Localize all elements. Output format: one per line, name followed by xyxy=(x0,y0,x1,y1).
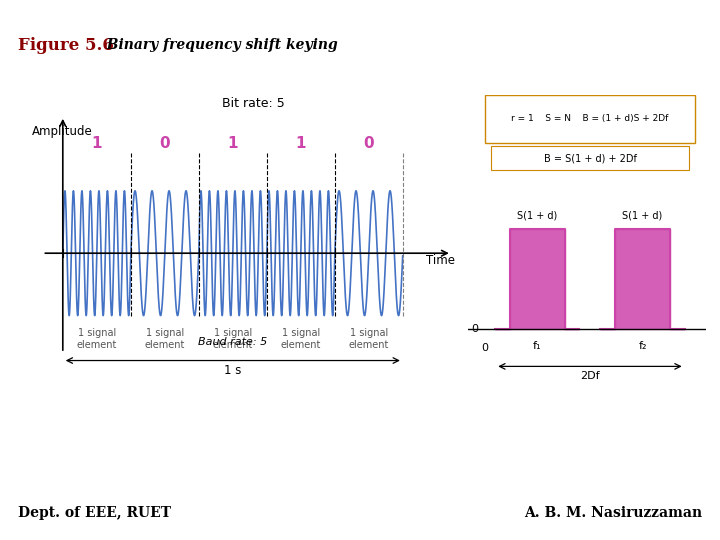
Text: S(1 + d): S(1 + d) xyxy=(622,211,662,220)
Text: S(1 + d): S(1 + d) xyxy=(517,211,557,220)
Text: 1 signal
element: 1 signal element xyxy=(281,328,321,350)
Text: 0: 0 xyxy=(160,137,170,152)
Text: 0: 0 xyxy=(482,343,488,354)
Text: 1: 1 xyxy=(228,137,238,152)
Polygon shape xyxy=(600,229,685,329)
Text: B = S(1 + d) + 2Df: B = S(1 + d) + 2Df xyxy=(544,153,636,163)
Text: 1 signal
element: 1 signal element xyxy=(76,328,117,350)
Text: 1 signal
element: 1 signal element xyxy=(348,328,389,350)
Text: f₁: f₁ xyxy=(533,341,541,350)
Text: f₂: f₂ xyxy=(638,341,647,350)
Text: Amplitude: Amplitude xyxy=(32,125,93,138)
Text: 1: 1 xyxy=(91,137,102,152)
Text: 2Df: 2Df xyxy=(580,370,600,381)
Text: Dept. of EEE, RUET: Dept. of EEE, RUET xyxy=(18,507,171,520)
Text: Figure 5.6: Figure 5.6 xyxy=(18,37,114,53)
Text: 1: 1 xyxy=(295,137,306,152)
Text: 1 s: 1 s xyxy=(224,363,241,376)
Bar xyxy=(485,94,695,143)
Text: Baud rate: 5: Baud rate: 5 xyxy=(198,337,267,347)
Text: 0: 0 xyxy=(472,324,479,334)
Text: r = 1    S = N    B = (1 + d)S + 2Df: r = 1 S = N B = (1 + d)S + 2Df xyxy=(511,114,669,123)
Text: 1 signal
element: 1 signal element xyxy=(212,328,253,350)
Text: 0: 0 xyxy=(364,137,374,152)
Bar xyxy=(491,146,689,170)
Text: 1 signal
element: 1 signal element xyxy=(145,328,185,350)
Text: Bit rate: 5: Bit rate: 5 xyxy=(222,97,284,110)
Text: A. B. M. Nasiruzzaman: A. B. M. Nasiruzzaman xyxy=(524,507,702,520)
Polygon shape xyxy=(495,229,580,329)
Text: Time: Time xyxy=(426,254,455,267)
Text: Binary frequency shift keying: Binary frequency shift keying xyxy=(97,38,338,52)
